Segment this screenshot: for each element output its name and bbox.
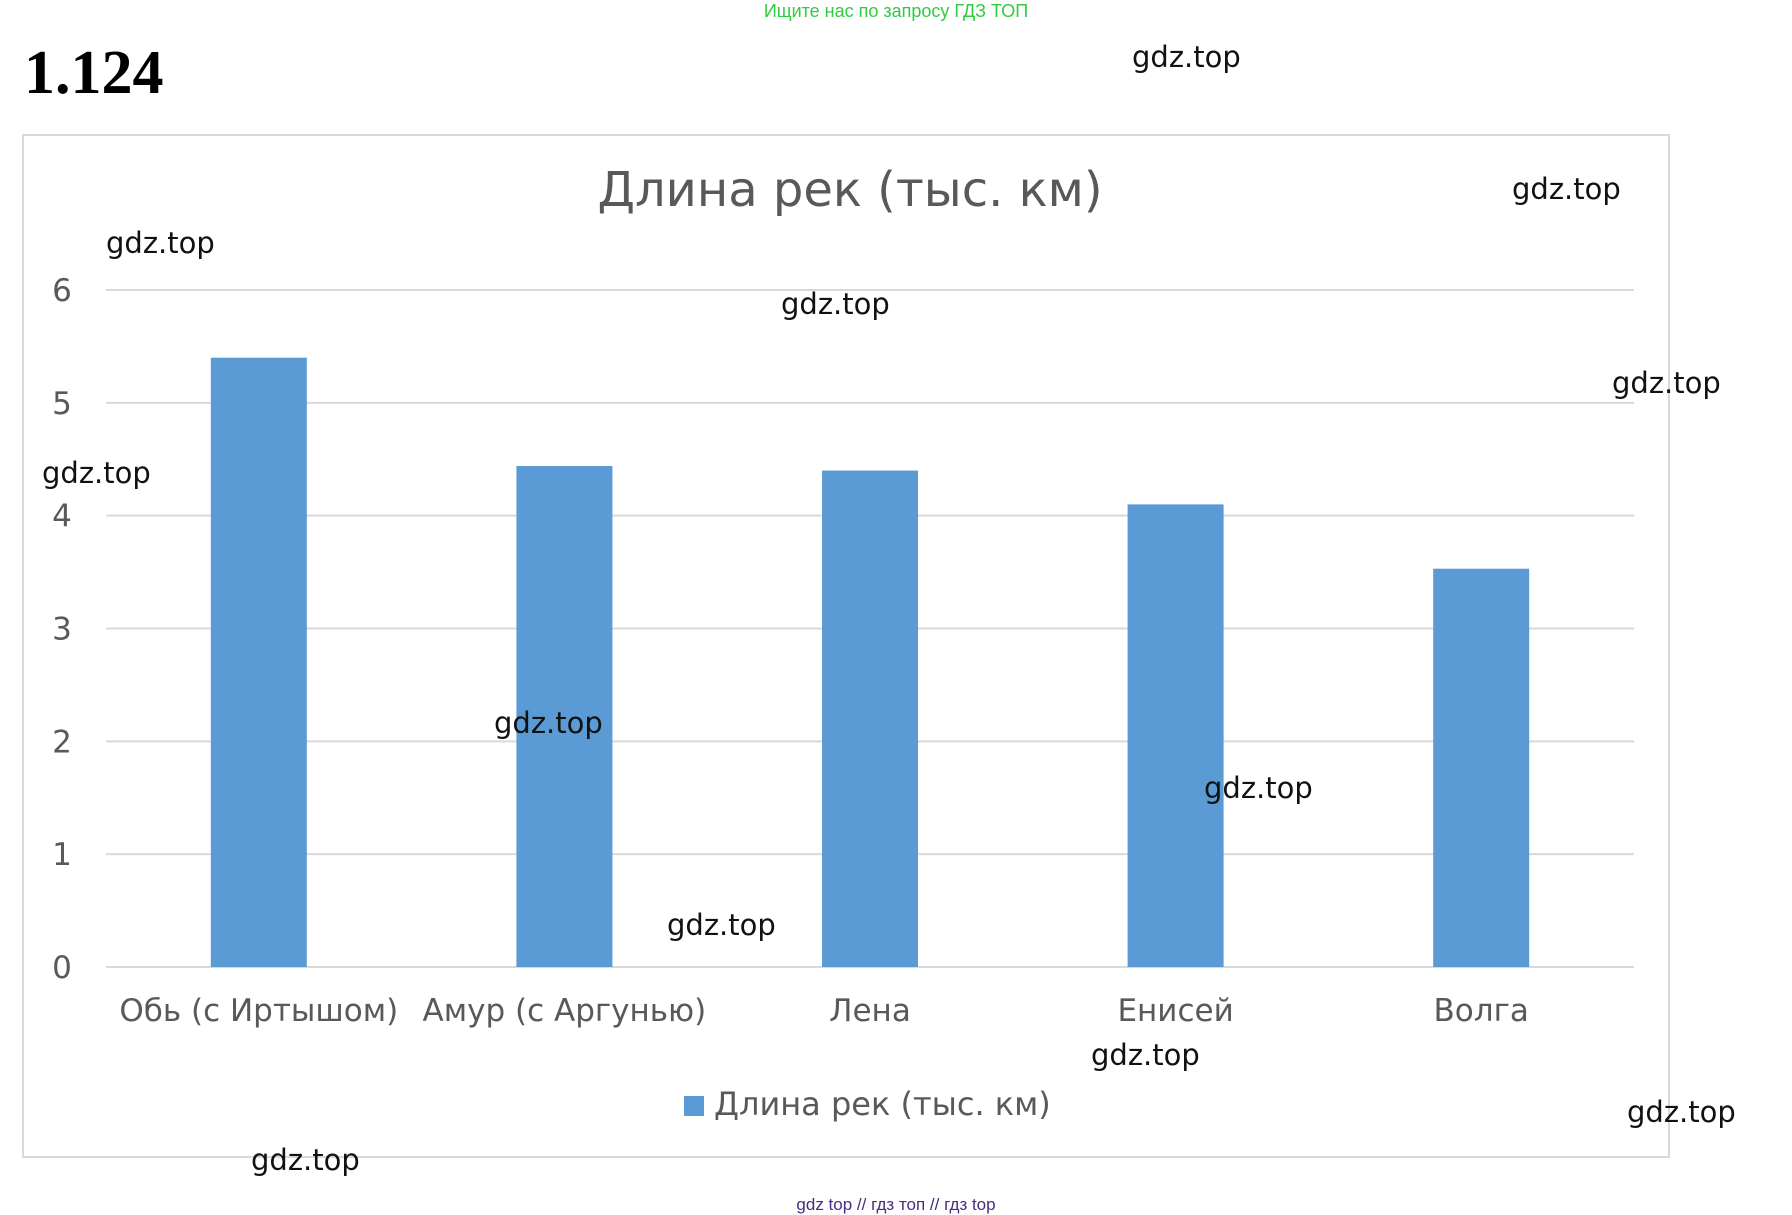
bar-chart: Длина рек (тыс. км) 0 1 2 3 4 5 6 Обь (с Иртыш…	[52, 162, 1634, 1123]
footer: gdz top // гдз топ // гдз top	[796, 1195, 996, 1214]
y-tick-label: 6	[52, 273, 72, 309]
watermark: gdz.top	[1627, 1095, 1736, 1129]
bar	[1127, 504, 1224, 967]
legend-label: Длина рек (тыс. км)	[714, 1085, 1051, 1123]
y-tick-label: 3	[52, 612, 72, 648]
top-banner: Ищите нас по запросу ГДЗ ТОП	[763, 1, 1029, 21]
legend-swatch	[684, 1096, 704, 1116]
x-tick-label: Волга	[1434, 993, 1529, 1029]
bar	[210, 357, 307, 967]
watermark: gdz.top	[1091, 1038, 1200, 1072]
x-axis-labels: Обь (с Иртышом) Амур (с Аргунью) Лена Енисе…	[119, 993, 1529, 1029]
watermark: gdz.top	[1512, 172, 1621, 206]
y-tick-label: 5	[52, 386, 72, 422]
watermark: gdz.top	[251, 1143, 360, 1177]
watermark: gdz.top	[1132, 40, 1241, 74]
x-tick-label: Лена	[829, 993, 911, 1029]
watermark: gdz.top	[1204, 771, 1313, 805]
y-tick-label: 4	[52, 499, 72, 535]
problem-number: 1.124	[24, 39, 164, 107]
y-tick-label: 0	[52, 950, 72, 986]
chart-frame: Длина рек (тыс. км) 0 1 2 3 4 5 6 Обь (с Иртыш…	[22, 134, 1670, 1158]
watermark: gdz.top	[667, 908, 776, 942]
bars	[210, 357, 1530, 967]
watermark: gdz.top	[1612, 366, 1721, 400]
watermark: gdz.top	[42, 456, 151, 490]
bar	[822, 470, 918, 967]
y-axis-ticks: 0 1 2 3 4 5 6	[52, 273, 72, 986]
y-tick-label: 2	[52, 724, 72, 760]
watermark: gdz.top	[781, 287, 890, 321]
bar	[516, 466, 613, 967]
chart-title: Длина рек (тыс. км)	[597, 162, 1102, 218]
x-tick-label: Обь (с Иртышом)	[119, 993, 398, 1029]
bar	[1433, 568, 1530, 967]
watermark: gdz.top	[494, 706, 603, 740]
watermark: gdz.top	[106, 226, 215, 260]
x-tick-label: Амур (с Аргунью)	[423, 993, 707, 1029]
x-tick-label: Енисей	[1117, 993, 1233, 1029]
y-tick-label: 1	[52, 837, 72, 873]
legend: Длина рек (тыс. км)	[684, 1085, 1051, 1123]
